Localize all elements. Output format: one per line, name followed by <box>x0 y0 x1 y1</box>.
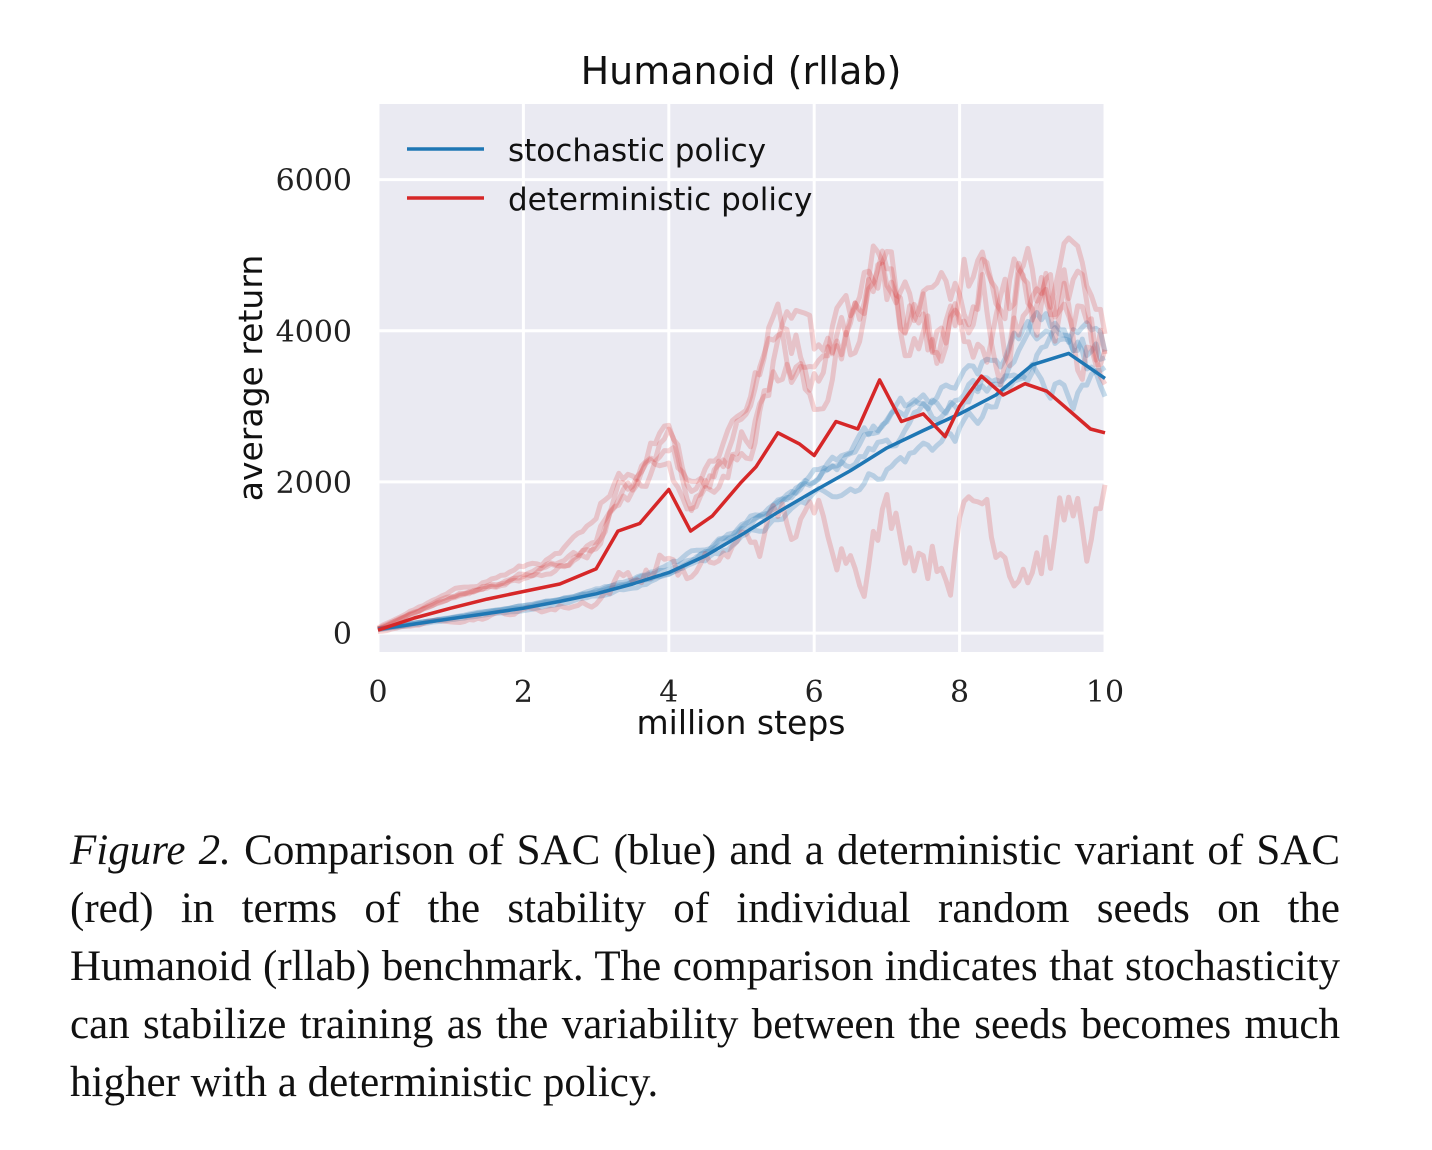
y-tick-labels: 0 2000 4000 6000 <box>276 164 352 653</box>
legend-label-deterministic: deterministic policy <box>508 182 812 218</box>
y-axis-label: average return <box>231 255 270 502</box>
y-tick-label: 6000 <box>276 164 352 199</box>
legend: stochastic policy deterministic policy <box>407 133 812 218</box>
y-tick-label: 4000 <box>276 315 352 350</box>
chart-title: Humanoid (rllab) <box>581 49 902 93</box>
seed-run-line <box>376 245 1108 631</box>
series-lines <box>377 351 1106 632</box>
series-line-stochastic <box>377 351 1106 632</box>
figure-caption: Figure 2. Comparison of SAC (blue) and a… <box>70 822 1340 1112</box>
y-tick-label: 2000 <box>276 466 352 501</box>
x-tick-label: 8 <box>950 675 969 710</box>
seed-run-line <box>376 243 1108 632</box>
seed-run-line <box>377 318 1106 632</box>
x-tick-label: 6 <box>805 675 824 710</box>
x-axis-label: million steps <box>637 703 846 742</box>
seed-run-line <box>377 248 1108 632</box>
caption-label: Figure 2. <box>70 827 231 874</box>
seed-run-line <box>377 235 1108 632</box>
line-chart: 0 2 4 6 8 10 0 2000 4000 6000 Humanoid (rllab) m… <box>231 49 1124 742</box>
figure: 0 2 4 6 8 10 0 2000 4000 6000 Humanoid (rllab) m… <box>231 49 1124 742</box>
x-tick-label: 4 <box>659 675 678 710</box>
x-tick-label: 0 <box>368 675 387 710</box>
series-line-deterministic <box>377 374 1106 632</box>
x-tick-labels: 0 2 4 6 8 10 <box>368 675 1124 710</box>
legend-label-stochastic: stochastic policy <box>508 133 766 169</box>
x-tick-label: 10 <box>1086 675 1124 710</box>
y-tick-label: 0 <box>333 617 352 652</box>
caption-text: Comparison of SAC (blue) and a determini… <box>70 827 1341 1106</box>
x-tick-label: 2 <box>514 675 533 710</box>
